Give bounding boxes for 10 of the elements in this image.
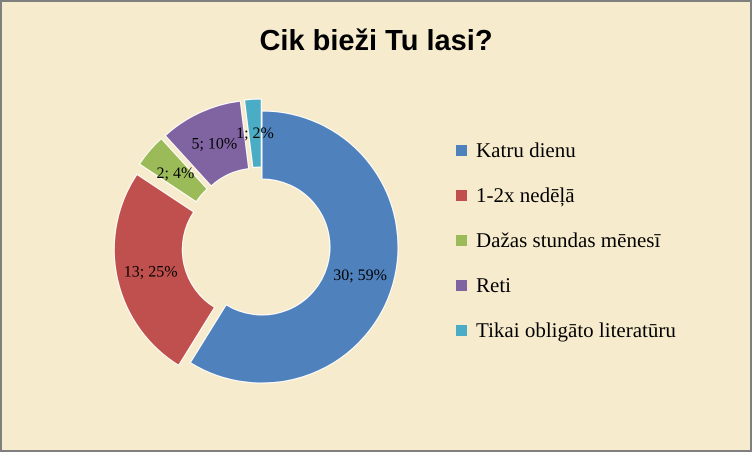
data-label: 30; 59% xyxy=(333,266,387,284)
legend-label: Katru dienu xyxy=(476,138,576,162)
legend-label: Dažas stundas mēnesī xyxy=(476,228,662,252)
legend-label: Tikai obligāto literatūru xyxy=(476,318,676,342)
chart-title: Cik bieži Tu lasi? xyxy=(259,25,493,57)
data-label: 5; 10% xyxy=(191,135,238,152)
legend-label: Reti xyxy=(476,273,512,297)
data-label: 2; 4% xyxy=(156,164,194,182)
legend-label: 1-2x nedēļā xyxy=(476,183,576,207)
data-label: 13; 25% xyxy=(124,263,178,280)
